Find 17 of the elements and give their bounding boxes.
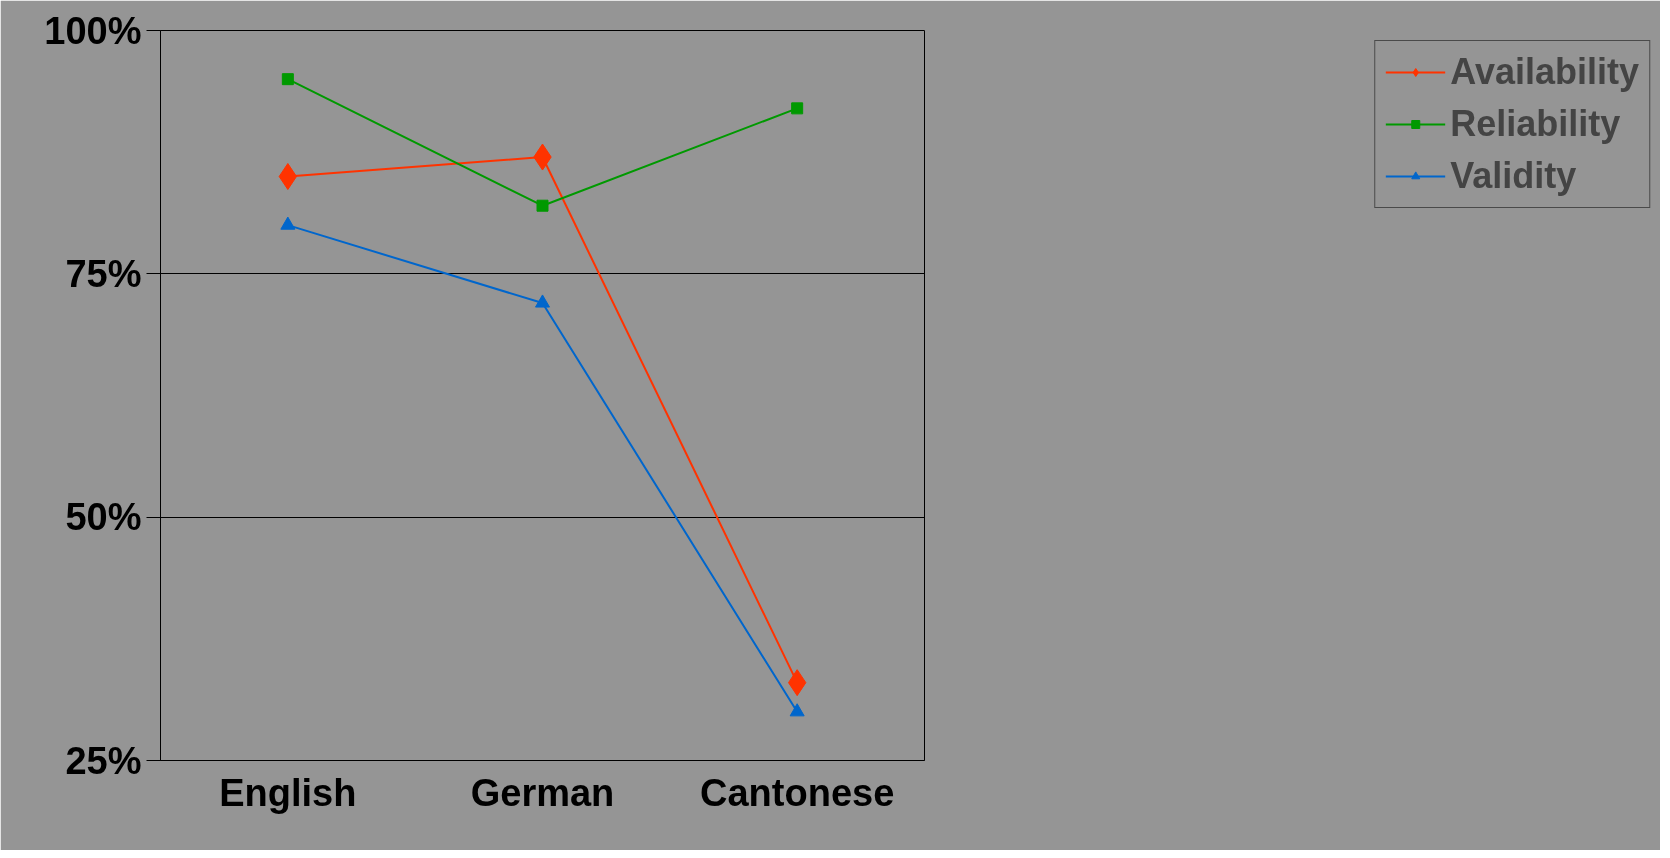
x-tick-label: English: [219, 771, 357, 814]
point: [280, 216, 296, 230]
x-tick-label: Cantonese: [700, 771, 895, 814]
y-tick-label: 50%: [65, 496, 142, 539]
legend-label: Availability: [1450, 51, 1639, 93]
y-tick-label: 25%: [65, 739, 142, 782]
point: [536, 199, 549, 212]
y-tick-label: 75%: [65, 252, 142, 295]
point: [535, 294, 550, 308]
point: [791, 102, 804, 115]
legend-label: Reliability: [1450, 103, 1621, 145]
point: [281, 73, 294, 86]
point: [789, 703, 805, 717]
point: [278, 163, 297, 190]
x-tick-label: German: [470, 771, 615, 814]
legend-label: Validity: [1450, 155, 1577, 197]
y-tick-label: 100%: [44, 9, 142, 52]
